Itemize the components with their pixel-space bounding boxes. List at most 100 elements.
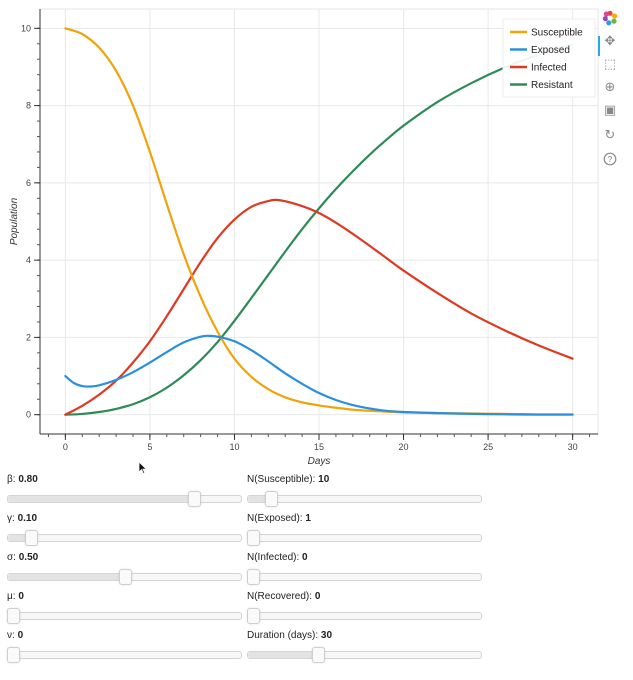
duration-slider: Duration (days): 30 xyxy=(247,629,482,663)
slider-fill xyxy=(8,574,125,580)
slider-handle[interactable] xyxy=(265,491,279,507)
chart-svg: 0 5 10 15 20 25 30 0 2 4 6 8 10 Days Population Suscept… xyxy=(9,8,599,467)
y-tick-label: 8 xyxy=(26,101,31,111)
legend-label: Susceptible xyxy=(531,28,583,39)
gamma-slider: γ: 0.10 xyxy=(7,512,242,546)
y-tick-label: 6 xyxy=(26,178,31,188)
slider-label-text: N(Infected): xyxy=(247,552,303,563)
mu-slider: μ: 0 xyxy=(6,590,242,624)
slider-handle[interactable] xyxy=(188,491,202,507)
y-tick-label: 2 xyxy=(26,332,31,342)
x-tick-label: 25 xyxy=(483,442,493,452)
gamma-slider-label: γ: 0.10 xyxy=(7,512,242,525)
active-tool-indicator xyxy=(598,36,600,56)
slider-label-text: γ: xyxy=(7,513,18,524)
slider-value: 30 xyxy=(320,630,333,641)
x-tick-label: 30 xyxy=(568,442,578,452)
slider-track[interactable] xyxy=(246,530,482,546)
x-axis-label: Days xyxy=(308,456,331,467)
svg-text:?: ? xyxy=(608,154,613,164)
y-axis-label: Population xyxy=(9,197,20,245)
legend: Susceptible Exposed Infected Resistant xyxy=(502,18,596,98)
slider-label-text: σ: xyxy=(7,552,19,563)
n-susceptible-slider: N(Susceptible): 10 xyxy=(247,473,482,507)
slider-fill xyxy=(8,496,195,502)
x-tick-label: 5 xyxy=(147,442,152,452)
series-line-infected xyxy=(64,198,574,416)
slider-track[interactable] xyxy=(6,647,242,663)
slider-handle[interactable] xyxy=(6,647,20,663)
slider-fill xyxy=(8,535,32,541)
duration-slider-label: Duration (days): 30 xyxy=(247,629,482,642)
y-tick-label: 10 xyxy=(21,23,31,33)
mouse-cursor-icon xyxy=(138,461,148,475)
slider-value: 10 xyxy=(318,474,330,485)
slider-value: 0.50 xyxy=(18,552,39,563)
slider-handle[interactable] xyxy=(246,608,260,624)
slider-value: 0 xyxy=(314,591,321,602)
slider-handle[interactable] xyxy=(246,530,260,546)
slider-value: 0.10 xyxy=(17,513,38,524)
help-icon[interactable]: ? xyxy=(600,150,620,168)
slider-label-text: N(Recovered): xyxy=(247,591,315,602)
slider-track[interactable] xyxy=(6,608,242,624)
legend-label: Infected xyxy=(531,63,567,74)
nu-slider-label: ν: 0 xyxy=(7,629,242,642)
sigma-slider: σ: 0.50 xyxy=(7,551,242,585)
x-tick-label: 20 xyxy=(399,442,409,452)
sigma-slider-label: σ: 0.50 xyxy=(7,551,242,564)
series-line-resistant xyxy=(64,43,574,416)
beta-slider: β: 0.80 xyxy=(7,473,242,507)
n-exposed-slider-label: N(Exposed): 1 xyxy=(247,512,482,525)
slider-handle[interactable] xyxy=(311,647,325,663)
reset-icon[interactable]: ↻ xyxy=(604,127,616,142)
slider-value: 0 xyxy=(18,591,24,602)
slider-label-text: N(Susceptible): xyxy=(247,474,319,485)
seir-chart: 0 5 10 15 20 25 30 0 2 4 6 8 10 Days Population Suscept… xyxy=(9,8,599,467)
parameter-controls: β: 0.80 N(Susceptible): 10 γ: 0.10 N(Expose… xyxy=(0,470,633,680)
n-susceptible-slider-label: N(Susceptible): 10 xyxy=(247,473,482,486)
n-infected-slider-label: N(Infected): 0 xyxy=(247,551,482,564)
n-recovered-slider: N(Recovered): 0 xyxy=(246,590,482,624)
wheel-zoom-icon[interactable]: ⊕ xyxy=(604,79,616,94)
slider-value: 0 xyxy=(17,630,24,641)
slider-handle[interactable] xyxy=(246,569,260,585)
slider-fill xyxy=(248,496,272,502)
slider-track[interactable] xyxy=(246,569,482,585)
y-tick-label: 0 xyxy=(26,410,31,420)
chart-toolbar: ✥ ⬚ ⊕ ▣ ↻? xyxy=(598,6,622,176)
slider-fill xyxy=(248,652,318,658)
slider-label-text: N(Exposed): xyxy=(247,513,306,524)
slider-track[interactable] xyxy=(247,647,482,663)
slider-label-text: μ: xyxy=(7,591,19,602)
pan-icon[interactable]: ✥ xyxy=(604,33,616,48)
slider-handle[interactable] xyxy=(6,608,20,624)
x-tick-label: 15 xyxy=(314,442,324,452)
slider-label-text: Duration (days): xyxy=(247,630,321,641)
slider-track[interactable] xyxy=(7,491,242,507)
slider-label-text: β: xyxy=(7,474,19,485)
slider-handle[interactable] xyxy=(25,530,39,546)
slider-track[interactable] xyxy=(7,569,242,585)
slider-track[interactable] xyxy=(7,530,242,546)
y-tick-label: 4 xyxy=(26,255,31,265)
legend-label: Resistant xyxy=(531,80,573,91)
n-exposed-slider: N(Exposed): 1 xyxy=(246,512,482,546)
n-recovered-slider-label: N(Recovered): 0 xyxy=(247,590,482,603)
beta-slider-label: β: 0.80 xyxy=(7,473,242,486)
series-line-exposed xyxy=(64,334,574,416)
n-infected-slider: N(Infected): 0 xyxy=(246,551,482,585)
slider-value: 0.80 xyxy=(18,474,38,485)
slider-label-text: ν: xyxy=(7,630,18,641)
slider-track[interactable] xyxy=(247,491,482,507)
mu-slider-label: μ: 0 xyxy=(7,590,242,603)
bokeh-logo-icon xyxy=(600,9,620,27)
x-tick-label: 10 xyxy=(229,442,239,452)
slider-value: 1 xyxy=(305,513,311,524)
save-icon[interactable]: ▣ xyxy=(603,102,617,117)
slider-track[interactable] xyxy=(246,608,482,624)
slider-handle[interactable] xyxy=(118,569,132,585)
x-tick-label: 0 xyxy=(63,442,68,452)
box-zoom-icon[interactable]: ⬚ xyxy=(603,56,617,71)
nu-slider: ν: 0 xyxy=(6,629,242,663)
